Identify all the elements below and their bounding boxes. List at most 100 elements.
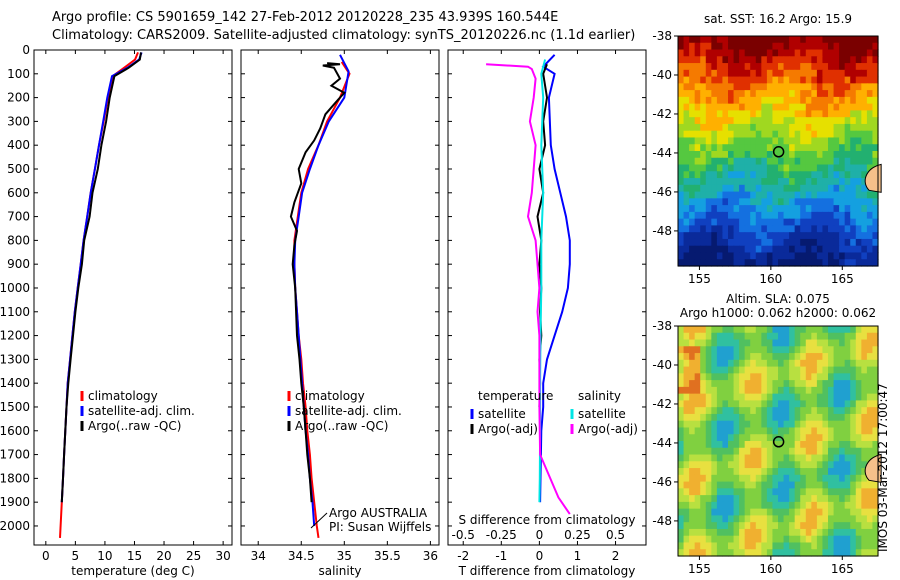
sla_map-cell [855, 522, 862, 530]
sst_map-cell [861, 90, 868, 98]
sla_map-cell [828, 366, 835, 374]
sla_map-cell [783, 515, 790, 523]
sla_map-cell [711, 373, 718, 381]
sst_map-cell [844, 96, 851, 105]
sla_map-cell [811, 441, 818, 449]
sst_map-cell [833, 232, 840, 240]
sla_map-cell [722, 380, 729, 388]
sla_map-cell [855, 549, 862, 557]
sst_map-cell [728, 144, 735, 152]
sla_map-cell [750, 346, 757, 354]
sst_map-cell [805, 83, 812, 91]
sla_map-cell [783, 495, 790, 503]
sst_map-ytick-label: -44 [652, 146, 672, 160]
sst_map-cell [711, 36, 718, 44]
sst_map-cell [828, 117, 835, 125]
sla_map-cell [855, 508, 862, 517]
sst_map-cell [805, 90, 812, 98]
sla_map-cell [700, 481, 707, 489]
sla_map-cell [728, 373, 735, 381]
sst_map-cell [811, 252, 818, 260]
sst_map-cell [733, 90, 740, 98]
sst_map-cell [828, 56, 835, 64]
sla_map-cell [739, 366, 746, 374]
sla_map-cell [716, 522, 724, 530]
sla_map-cell [822, 535, 829, 544]
sla_map-cell [722, 447, 729, 456]
sst_map-cell [716, 90, 724, 98]
sst_map-cell [783, 56, 790, 64]
sla_map-cell [705, 380, 712, 388]
sla_map-cell [772, 461, 779, 469]
sla_map-cell [694, 447, 701, 456]
sst_map-cell [844, 157, 851, 166]
sst_map-cell [722, 63, 729, 71]
sst_map-cell [816, 123, 824, 132]
sla_map-cell [833, 393, 840, 402]
sla_map-cell [855, 474, 862, 483]
sla_map-cell [783, 508, 790, 517]
sst_map-cell [794, 137, 801, 145]
sst_map-cell [828, 178, 835, 186]
sla_map-cell [739, 508, 746, 517]
sst_map-cell [761, 83, 768, 91]
sst_map-cell [811, 76, 818, 84]
sst_map-cell [689, 178, 696, 186]
sla_map-cell [850, 501, 857, 510]
sla_map-cell [689, 380, 696, 388]
sst_map-cell [800, 56, 807, 64]
sla_map-cell [855, 501, 862, 510]
sla_map-cell [866, 359, 874, 368]
sla_map-cell [694, 434, 701, 442]
sst_map-cell [828, 198, 835, 206]
sst_map-cell [728, 238, 735, 247]
sst_map-cell [744, 69, 751, 78]
sla_map-cell [822, 380, 829, 388]
sst_map-cell [728, 218, 735, 227]
sla_map-cell [755, 522, 762, 530]
sst_map-cell [733, 56, 740, 64]
sla_map-cell [744, 495, 751, 503]
sst_map-cell [722, 110, 729, 118]
sla_map-cell [683, 528, 690, 537]
sla_map-cell [683, 461, 690, 469]
sst_map-cell [772, 130, 779, 139]
sla_map-cell [855, 420, 862, 429]
sla_map-cell [755, 474, 762, 483]
sla_map-cell [866, 454, 874, 462]
sla_map-cell [711, 441, 718, 449]
sla_map-cell [728, 508, 735, 517]
sla_map-cell [716, 353, 724, 361]
sla_map-cell [866, 386, 874, 395]
sst_map-cell [766, 69, 774, 78]
sla_map-cell [700, 542, 707, 550]
sst_map-cell [761, 103, 768, 112]
sla_map-cell [689, 481, 696, 489]
sst_map-cell [689, 103, 696, 112]
sla_map-cell [700, 495, 707, 503]
sla_map-cell [872, 332, 879, 341]
sla_map-cell [678, 528, 685, 537]
sla_map-cell [750, 522, 757, 530]
sla_map-cell [794, 427, 801, 435]
sla_map-cell [766, 461, 774, 469]
sla_map-cell [828, 488, 835, 496]
sst_map-cell [744, 83, 751, 91]
sla_map-cell [750, 420, 757, 429]
sla_map-cell [828, 434, 835, 442]
sla_map-cell [750, 542, 757, 550]
sla_map-cell [794, 549, 801, 557]
sla_map-cell [694, 380, 701, 388]
sla_map-cell [678, 353, 685, 361]
sla_map-cell [689, 522, 696, 530]
sst_map-cell [772, 178, 779, 186]
sst_map-cell [750, 191, 757, 199]
sla_map-cell [733, 373, 740, 381]
sla_map-cell [861, 447, 868, 456]
sst_map-cell [700, 123, 707, 132]
sst_map-cell [722, 42, 729, 51]
sst_map-cell [700, 157, 707, 166]
sla_map-cell [711, 326, 718, 334]
sst_map-cell [866, 76, 874, 84]
sla_map-cell [755, 380, 762, 388]
